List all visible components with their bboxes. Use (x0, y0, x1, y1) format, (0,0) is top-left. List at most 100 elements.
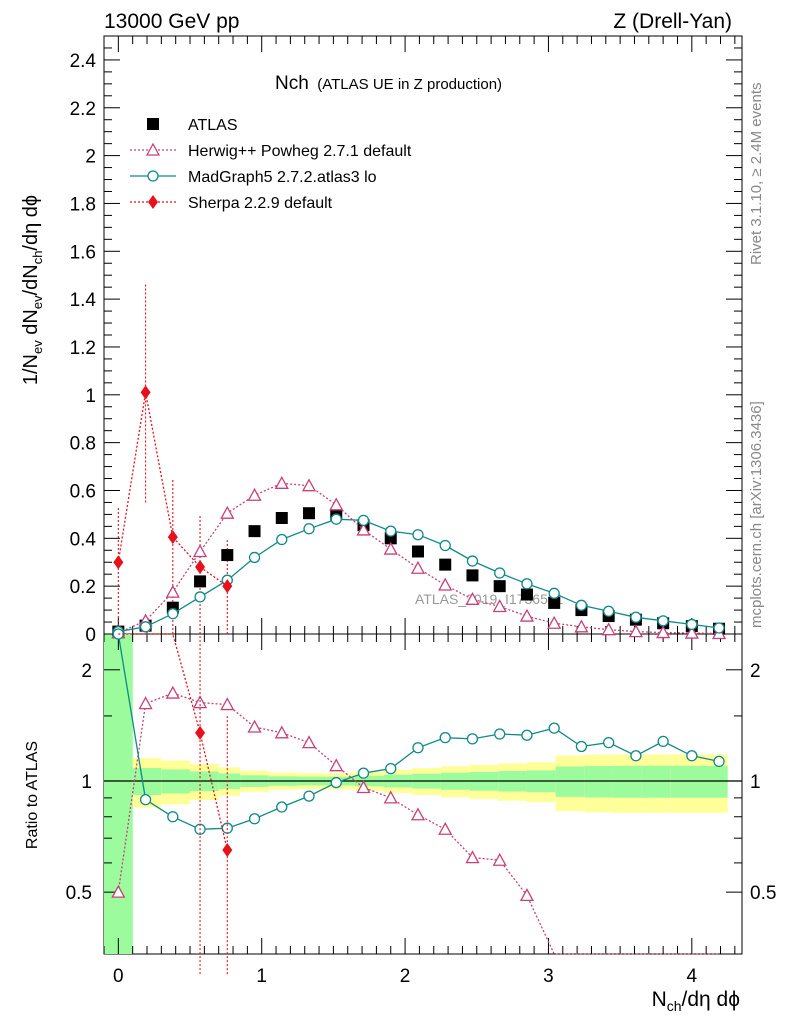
ratio-band-inner (612, 765, 642, 798)
madgraph5-point (494, 567, 506, 579)
madgraph5-ratio-point (630, 750, 642, 762)
madgraph5-ratio-point (466, 733, 479, 745)
herwig-point (465, 591, 480, 605)
herwig-ratio-point (192, 695, 208, 709)
madgraph5-ratio-point (303, 790, 315, 802)
atlas-point (520, 588, 533, 601)
herwig-ratio-point (247, 719, 262, 733)
madgraph5-point (139, 621, 152, 633)
herwig-ratio-point (383, 790, 398, 804)
main-series-layer (111, 282, 727, 640)
herwig-point (301, 478, 317, 492)
madgraph5-ratio-point (385, 762, 397, 775)
madgraph5-ratio-point (603, 736, 615, 749)
ratio-series-layer (111, 628, 725, 975)
herwig-ratio-point (410, 807, 426, 821)
sherpa-point (195, 560, 206, 575)
madgraph5-ratio-point (139, 794, 152, 806)
sherpa-point (140, 385, 151, 400)
energy-label: 13000 GeV pp (104, 10, 239, 33)
madgraph5-ratio-point (276, 801, 288, 813)
ratio-uncertainty-bands (104, 634, 742, 954)
madgraph5-ratio-point (686, 750, 698, 762)
herwig-point (574, 619, 589, 633)
herwig-point (165, 584, 180, 598)
sherpa-point (222, 579, 233, 594)
herwig-ratio-point (329, 758, 344, 772)
madgraph5-point (603, 605, 615, 617)
herwig-point (192, 544, 208, 558)
legend-marker-herwig (145, 142, 161, 156)
herwig-ratio-point (274, 725, 289, 739)
madgraph5-point (276, 533, 288, 546)
x-axis-label: Nch/dη dϕ (652, 988, 740, 1014)
y-tick-label: 0.4 (70, 529, 97, 550)
herwig-point (383, 541, 398, 555)
madgraph5-point (466, 555, 479, 567)
x-tick-label: 3 (543, 966, 554, 987)
chart-title-main: Nch (275, 73, 309, 94)
madgraph5-point (657, 615, 669, 627)
ratio-tick-label: 1 (81, 772, 92, 793)
madgraph5-point (357, 514, 370, 527)
sherpa-point (113, 555, 124, 570)
herwig-ratio-point (519, 888, 535, 902)
herwig-point (410, 560, 426, 574)
ratio-tick-label: 2 (81, 661, 92, 682)
atlas-point (466, 569, 479, 582)
madgraph5-ratio-point (494, 728, 506, 740)
herwig-line (118, 482, 720, 635)
sherpa-ratio-line (118, 633, 228, 851)
herwig-point (247, 487, 262, 501)
y-tick-label: 2 (85, 147, 96, 168)
x-tick-label: 0 (113, 966, 124, 987)
ratio-band-inner (698, 765, 728, 798)
madgraph5-point (385, 525, 397, 537)
ratio-band-inner (555, 766, 585, 797)
ratio-band-inner (641, 765, 671, 798)
madgraph5-point (248, 551, 261, 564)
herwig-ratio-point (356, 780, 371, 794)
atlas-point (303, 507, 316, 520)
atlas-point (194, 575, 207, 588)
sherpa-point (167, 530, 178, 545)
herwig-point (628, 624, 644, 638)
madgraph5-point (194, 591, 206, 603)
herwig-point (356, 522, 371, 536)
madgraph5-point (548, 587, 560, 599)
chart-title: Nch (ATLAS UE in Z production) (275, 73, 502, 94)
herwig-point (601, 622, 616, 636)
main-axis-ticks: 0 0.2 0.4 0.6 0.8 1 1.2 1.4 1.6 1.8 2 2.2 2.4 (70, 35, 742, 646)
y-tick-label: 2.4 (70, 51, 97, 72)
ratio-band-inner (104, 634, 133, 954)
mcplots-label: mcplots.cern.ch [arXiv:1306.3436] (748, 401, 765, 628)
madgraph5-ratio-point (521, 729, 533, 741)
ratio-axis-ticks: 0 1 2 3 4 0.5 0.5 1 1 2 2 (66, 36, 776, 987)
madgraph5-ratio-point (548, 722, 560, 734)
madgraph5-ratio-point (357, 767, 370, 779)
atlas-point (275, 511, 288, 524)
x-tick-label: 1 (256, 966, 267, 987)
madgraph5-point (167, 608, 179, 620)
chart-subtitle: (ATLAS UE in Z production) (317, 76, 502, 93)
madgraph5-ratio-point (575, 740, 588, 753)
madgraph5-point (713, 622, 725, 634)
herwig-ratio-point (111, 884, 126, 898)
herwig-point (656, 625, 671, 639)
madgraph5-ratio-point (713, 755, 725, 768)
herwig-point (492, 599, 507, 613)
atlas-point (411, 545, 424, 558)
herwig-ratio-point (165, 685, 180, 699)
legend-label-sherpa: Sherpa 2.2.9 default (188, 195, 333, 212)
herwig-point (329, 497, 344, 511)
y-tick-label: 0.8 (70, 434, 96, 455)
madgraph5-point (521, 578, 533, 590)
madgraph5-point (575, 599, 588, 611)
herwig-ratio-point (301, 735, 317, 749)
atlas-point (548, 596, 561, 609)
herwig-point (274, 475, 289, 489)
x-tick-label: 2 (400, 966, 411, 987)
legend-marker-madgraph5 (147, 170, 159, 182)
herwig-ratio-point (465, 850, 480, 864)
